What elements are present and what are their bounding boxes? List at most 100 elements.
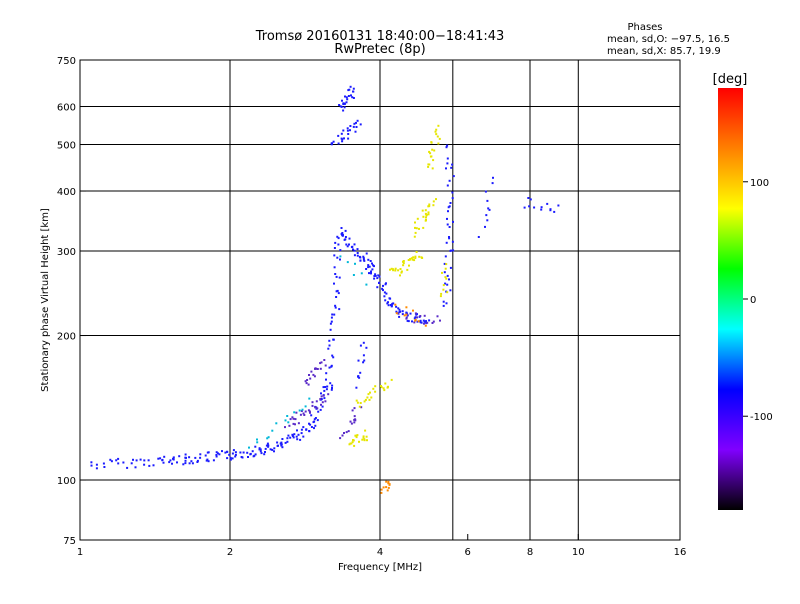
data-point xyxy=(425,216,427,219)
data-point xyxy=(392,268,395,271)
data-point xyxy=(331,387,333,389)
data-point xyxy=(414,226,416,229)
data-point xyxy=(451,240,454,243)
data-point xyxy=(390,305,393,308)
data-point xyxy=(340,227,343,229)
data-point xyxy=(356,119,359,122)
data-point xyxy=(448,226,451,228)
data-point xyxy=(446,184,449,187)
data-point xyxy=(271,429,274,432)
data-point xyxy=(533,206,536,209)
data-point xyxy=(557,204,560,207)
data-point xyxy=(316,368,319,370)
data-point xyxy=(437,142,440,145)
data-point xyxy=(334,241,337,244)
data-point xyxy=(399,268,402,270)
data-point xyxy=(423,314,426,317)
data-point xyxy=(380,386,383,389)
data-point xyxy=(328,344,331,347)
data-point xyxy=(320,361,323,364)
data-point xyxy=(447,210,449,213)
data-point xyxy=(358,440,360,443)
data-point xyxy=(344,236,347,238)
data-point xyxy=(199,456,202,459)
data-point xyxy=(451,191,454,194)
data-point xyxy=(382,387,385,390)
data-point xyxy=(287,434,290,437)
data-point xyxy=(413,317,416,320)
data-point xyxy=(297,433,300,436)
data-point xyxy=(368,265,371,268)
data-point xyxy=(446,283,449,286)
data-point xyxy=(264,451,266,453)
data-point xyxy=(402,264,405,267)
data-point xyxy=(540,208,543,211)
data-point xyxy=(171,462,173,465)
data-point xyxy=(449,266,452,269)
data-point xyxy=(387,385,389,388)
data-point xyxy=(204,454,207,457)
data-point xyxy=(418,255,421,258)
data-point xyxy=(273,447,276,450)
data-point xyxy=(295,435,298,438)
data-point xyxy=(387,301,389,304)
data-point xyxy=(424,209,427,212)
data-point xyxy=(333,247,336,249)
data-point xyxy=(289,436,292,439)
data-point xyxy=(422,319,425,322)
data-point xyxy=(176,461,178,464)
data-point xyxy=(335,296,338,298)
data-point xyxy=(395,305,398,308)
data-point xyxy=(351,245,354,248)
data-point xyxy=(397,307,400,310)
data-point xyxy=(182,463,185,466)
data-point xyxy=(351,441,354,444)
data-point xyxy=(448,179,451,182)
data-point xyxy=(387,482,390,485)
data-point xyxy=(336,289,339,292)
data-point xyxy=(343,102,346,105)
data-point xyxy=(292,422,295,425)
data-point xyxy=(351,409,354,412)
data-point xyxy=(406,268,409,271)
data-point xyxy=(424,212,427,215)
data-point xyxy=(288,424,291,427)
data-point xyxy=(254,445,257,448)
y-tick-label: 200 xyxy=(57,332,76,343)
data-point xyxy=(439,319,441,322)
data-point xyxy=(292,417,295,420)
data-point xyxy=(329,382,332,385)
data-point xyxy=(143,459,146,462)
data-point xyxy=(363,359,366,362)
data-point xyxy=(353,444,356,447)
data-point xyxy=(132,458,134,461)
data-point xyxy=(352,97,355,99)
data-point xyxy=(431,322,434,324)
data-point xyxy=(449,289,452,292)
data-point xyxy=(228,453,231,456)
data-point xyxy=(428,319,431,322)
phase-stats-x: mean, sd,X: 85.7, 19.9 xyxy=(607,46,721,57)
phase-stats-header: Phases xyxy=(627,22,662,33)
data-point xyxy=(172,456,175,459)
data-point xyxy=(311,404,314,407)
data-point xyxy=(338,276,341,279)
data-point xyxy=(304,380,307,383)
data-point xyxy=(339,249,342,252)
data-point xyxy=(357,359,360,362)
data-point xyxy=(356,252,359,254)
data-point xyxy=(401,313,404,316)
data-point xyxy=(231,452,234,455)
data-point xyxy=(215,454,218,456)
data-point xyxy=(389,268,391,271)
colorbar xyxy=(718,88,743,510)
data-point xyxy=(381,287,384,290)
data-point xyxy=(310,370,313,373)
data-point xyxy=(337,292,340,295)
data-point xyxy=(276,441,279,444)
data-point xyxy=(399,310,402,313)
data-point xyxy=(329,328,332,331)
data-point xyxy=(353,249,356,252)
y-tick-label: 500 xyxy=(57,141,76,152)
